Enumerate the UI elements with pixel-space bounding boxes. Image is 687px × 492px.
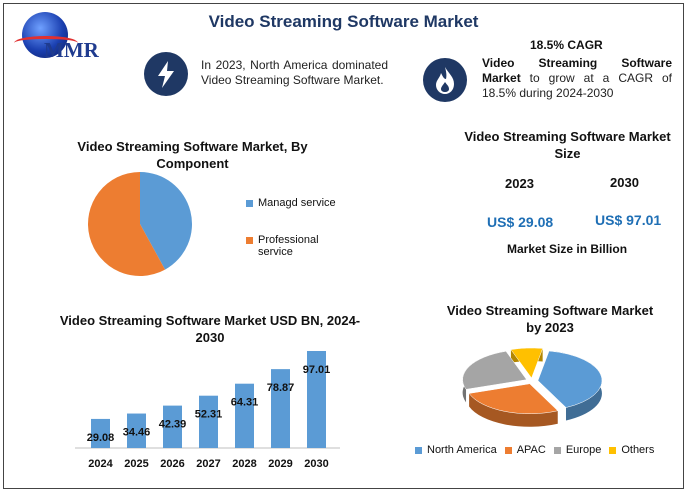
bar-value-label-2024: 29.08 bbox=[87, 432, 115, 444]
x-tick-label-2026: 2026 bbox=[160, 458, 184, 470]
legend-apac: APAC bbox=[504, 444, 546, 456]
x-tick-label-2029: 2029 bbox=[268, 458, 292, 470]
bar-value-label-2029: 78.87 bbox=[267, 382, 295, 394]
cagr-note-text: to grow at a CAGR of 18.5% during 2024-2… bbox=[482, 71, 672, 100]
globe-logo-icon bbox=[22, 12, 68, 58]
pie-slice-managd-service bbox=[140, 172, 192, 270]
market-size-value-2030: US$ 97.01 bbox=[595, 212, 662, 228]
pie-slice-professional-service bbox=[88, 172, 166, 276]
bar-chart-title: Video Streaming Software Market USD BN, … bbox=[59, 313, 361, 345]
cagr-heading: 18.5% CAGR bbox=[530, 38, 603, 52]
pie-slice-apac bbox=[468, 383, 559, 427]
legend-others: Others bbox=[609, 444, 654, 456]
bar-value-label-2026: 42.39 bbox=[159, 419, 187, 431]
market-bar-chart: 29.08 2024 34.46 2025 42.39 2026 52.31 2027 64.3… bbox=[75, 350, 340, 470]
x-tick-label-2025: 2025 bbox=[124, 458, 148, 470]
bar-2025 bbox=[127, 413, 146, 448]
bar-value-label-2027: 52.31 bbox=[195, 409, 223, 421]
x-tick-label-2028: 2028 bbox=[232, 458, 256, 470]
bar-value-label-2030: 97.01 bbox=[303, 364, 331, 376]
legend-professional-service: Professional service bbox=[246, 234, 336, 258]
pie-slice-europe bbox=[462, 351, 528, 403]
market-size-title: Video Streaming Software Market Size bbox=[464, 129, 671, 161]
bar-2030 bbox=[307, 350, 326, 448]
north-america-note: In 2023, North America dominated Video S… bbox=[201, 58, 388, 87]
component-chart-title: Video Streaming Software Market, By Comp… bbox=[77, 139, 308, 171]
bar-2027 bbox=[199, 395, 218, 448]
legend-label-apac: APAC bbox=[516, 444, 546, 456]
bar-value-label-2025: 34.46 bbox=[123, 427, 151, 439]
flame-icon bbox=[423, 58, 467, 102]
bar-2028 bbox=[235, 383, 254, 448]
legend-swatch-apac bbox=[504, 447, 512, 454]
component-pie-chart bbox=[88, 172, 192, 276]
legend-swatch-others bbox=[609, 447, 617, 454]
region-legend: North America APAC Europe Others bbox=[415, 444, 680, 456]
infographic-frame bbox=[3, 3, 684, 489]
market-size-value-2023: US$ 29.08 bbox=[487, 214, 554, 230]
legend-label-professional: Professional service bbox=[258, 234, 319, 258]
legend-swatch-europe bbox=[553, 447, 561, 454]
pie-slice-others bbox=[510, 347, 544, 379]
cagr-note-bold: Video Streaming Software Market bbox=[482, 56, 672, 85]
legend-label-europe: Europe bbox=[565, 444, 602, 456]
legend-label-others: Others bbox=[621, 444, 655, 456]
market-size-year-2030: 2030 bbox=[610, 175, 639, 190]
legend-label-north-america: North America bbox=[427, 444, 497, 456]
bar-value-label-2028: 64.31 bbox=[231, 397, 259, 409]
pie-slice-north-america bbox=[537, 350, 603, 421]
legend-swatch-professional bbox=[246, 237, 253, 244]
region-pie-chart bbox=[462, 347, 603, 427]
region-chart-title: Video Streaming Software Market by 2023 bbox=[446, 303, 654, 335]
bar-2026 bbox=[163, 405, 182, 448]
market-size-unit: Market Size in Billion bbox=[507, 242, 628, 256]
x-tick-label-2030: 2030 bbox=[304, 458, 328, 470]
bar-2029 bbox=[271, 369, 290, 448]
logo-swoosh bbox=[14, 36, 78, 50]
legend-swatch-managed bbox=[246, 200, 253, 207]
lightning-icon bbox=[144, 52, 188, 96]
market-size-year-2023: 2023 bbox=[505, 176, 534, 191]
page-title: Video Streaming Software Market bbox=[208, 12, 479, 31]
legend-north-america: North America bbox=[415, 444, 497, 456]
legend-label-managed: Managd service bbox=[258, 197, 336, 209]
cagr-note: Video Streaming Software Market to grow … bbox=[482, 56, 672, 101]
bar-2024 bbox=[91, 418, 110, 448]
x-tick-label-2027: 2027 bbox=[196, 458, 220, 470]
x-tick-label-2024: 2024 bbox=[88, 458, 113, 470]
legend-europe: Europe bbox=[553, 444, 602, 456]
legend-swatch-north-america bbox=[415, 447, 422, 454]
legend-managed-service: Managd service bbox=[246, 197, 356, 209]
logo-text: MMR bbox=[44, 38, 99, 62]
